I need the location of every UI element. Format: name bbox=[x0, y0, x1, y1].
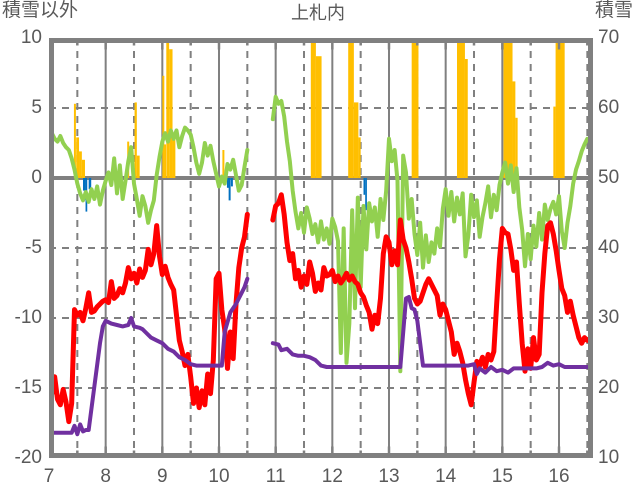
left-axis-title: 積雪以外 bbox=[2, 0, 79, 21]
left-tick--5: -5 bbox=[25, 237, 42, 258]
bar-blue-2 bbox=[88, 178, 92, 190]
bar-snow-11 bbox=[172, 134, 176, 178]
right-tick-40: 40 bbox=[598, 237, 620, 258]
bar-snow-10 bbox=[169, 49, 173, 179]
right-tick-10: 10 bbox=[598, 447, 620, 468]
bar-snow-6 bbox=[136, 155, 140, 178]
bar-snow-13 bbox=[310, 38, 316, 178]
left-tick-5: 5 bbox=[31, 97, 42, 118]
series-line-3 bbox=[270, 192, 590, 408]
axis-frame bbox=[49, 38, 593, 458]
bar-snow-8 bbox=[164, 144, 167, 178]
bar-snow-2 bbox=[79, 151, 82, 178]
bar-snow-20 bbox=[464, 59, 468, 178]
series-line-0 bbox=[49, 125, 250, 225]
x-tick-15: 15 bbox=[491, 466, 513, 487]
bar-snow-3 bbox=[81, 159, 85, 178]
bar-blue-4 bbox=[228, 178, 231, 201]
bar-snow-7 bbox=[162, 75, 165, 178]
series-line-1 bbox=[270, 94, 590, 374]
bar-blue-5 bbox=[230, 178, 233, 187]
series-line-5 bbox=[270, 295, 590, 376]
bar-snow-22 bbox=[512, 81, 516, 178]
x-tick-12: 12 bbox=[321, 466, 343, 487]
left-tick--15: -15 bbox=[14, 377, 42, 398]
x-tick-14: 14 bbox=[435, 466, 457, 487]
bar-blue-3 bbox=[226, 178, 229, 188]
bar-snow-19 bbox=[457, 38, 465, 178]
series-line-4 bbox=[49, 276, 250, 437]
right-tick-60: 60 bbox=[598, 97, 620, 118]
bar-blue-7 bbox=[365, 178, 367, 211]
series-line-2 bbox=[49, 211, 250, 425]
bar-snow-1 bbox=[76, 137, 80, 178]
bar-snow-23 bbox=[515, 117, 518, 178]
bar-snow-9 bbox=[166, 38, 170, 178]
bar-snow-25 bbox=[555, 38, 565, 178]
x-tick-11: 11 bbox=[265, 466, 286, 487]
right-tick-20: 20 bbox=[598, 377, 620, 398]
bar-snow-16 bbox=[353, 102, 359, 178]
x-tick-10: 10 bbox=[208, 466, 230, 487]
right-axis-title: 積雪 bbox=[594, 0, 633, 21]
bar-snow-24 bbox=[553, 106, 556, 178]
bar-snow-17 bbox=[358, 137, 361, 178]
bar-snow-18 bbox=[411, 38, 419, 178]
bar-snow-14 bbox=[315, 56, 322, 179]
bar-snow-5 bbox=[134, 102, 137, 178]
x-tick-9: 9 bbox=[157, 466, 168, 487]
x-tick-7: 7 bbox=[43, 466, 55, 487]
right-tick-50: 50 bbox=[598, 167, 620, 188]
left-tick-0: 0 bbox=[31, 167, 42, 188]
bar-blue-6 bbox=[363, 178, 366, 195]
left-tick--20: -20 bbox=[14, 447, 42, 468]
left-tick-10: 10 bbox=[20, 27, 42, 48]
bar-snow-12 bbox=[222, 150, 225, 178]
chart-title: 上札内 bbox=[291, 3, 345, 23]
x-tick-13: 13 bbox=[378, 466, 400, 487]
chart-canvas bbox=[49, 38, 593, 458]
x-tick-16: 16 bbox=[548, 466, 570, 487]
right-tick-30: 30 bbox=[598, 307, 620, 328]
plot-area bbox=[49, 38, 593, 458]
bar-snow-21 bbox=[503, 38, 513, 178]
x-tick-8: 8 bbox=[100, 466, 111, 487]
bar-blue-0 bbox=[83, 178, 86, 191]
right-tick-70: 70 bbox=[598, 27, 620, 48]
left-tick--10: -10 bbox=[14, 307, 42, 328]
bar-snow-0 bbox=[73, 103, 76, 178]
bar-snow-15 bbox=[348, 38, 354, 178]
